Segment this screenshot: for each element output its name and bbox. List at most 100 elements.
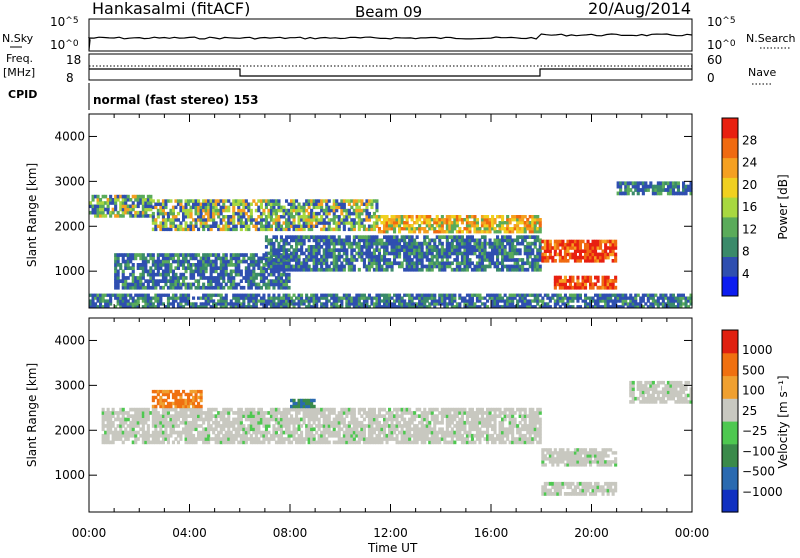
heatmap-cell	[416, 221, 419, 224]
heatmap-cell	[255, 218, 258, 222]
heatmap-cell	[571, 276, 574, 280]
heatmap-cell	[456, 224, 459, 227]
heatmap-cell	[242, 215, 245, 219]
heatmap-cell	[177, 257, 180, 261]
heatmap-cell	[182, 273, 185, 277]
heatmap-cell	[290, 414, 293, 418]
heatmap-cell	[624, 299, 627, 302]
heatmap-cell	[288, 218, 291, 222]
heatmap-cell	[288, 273, 291, 277]
heatmap-cell	[142, 195, 145, 199]
heatmap-cell	[237, 431, 240, 435]
heatmap-cell	[363, 261, 366, 265]
heatmap-cell	[187, 203, 190, 207]
heatmap-cell	[343, 203, 346, 207]
heatmap-cell	[436, 245, 439, 249]
heatmap-cell	[468, 230, 471, 233]
heatmap-cell	[235, 286, 238, 290]
heatmap-cell	[438, 239, 441, 243]
heatmap-cell	[230, 431, 233, 435]
heatmap-cell	[571, 279, 574, 283]
heatmap-cell	[323, 411, 326, 415]
heatmap-cell	[232, 215, 235, 219]
heatmap-cell	[192, 434, 195, 438]
heatmap-cell	[272, 424, 275, 428]
heatmap-cell	[579, 253, 582, 257]
heatmap-cell	[370, 245, 373, 249]
heatmap-cell	[398, 242, 401, 246]
heatmap-cell	[308, 265, 311, 269]
heatmap-cell	[298, 203, 301, 207]
heatmap-cell	[433, 294, 436, 297]
heatmap-cell	[328, 427, 331, 431]
heatmap-cell	[363, 258, 366, 262]
heatmap-cell	[509, 221, 512, 224]
colorbar-cell	[722, 158, 738, 178]
heatmap-cell	[441, 245, 444, 249]
heatmap-cell	[172, 212, 175, 216]
heatmap-cell	[345, 252, 348, 256]
heatmap-cell	[634, 299, 637, 302]
heatmap-cell	[365, 299, 368, 302]
heatmap-cell	[571, 299, 574, 302]
colorbar-cell	[722, 177, 738, 197]
heatmap-cell	[162, 209, 165, 213]
heatmap-cell	[107, 437, 110, 441]
heatmap-cell	[328, 299, 331, 302]
heatmap-cell	[109, 297, 112, 300]
heatmap-cell	[260, 203, 263, 207]
heatmap-cell	[202, 421, 205, 425]
heatmap-cell	[147, 408, 150, 412]
heatmap-cell	[506, 224, 509, 227]
heatmap-cell	[303, 242, 306, 246]
heatmap-cell	[295, 199, 298, 203]
heatmap-cell	[185, 206, 188, 210]
heatmap-cell	[343, 245, 346, 249]
heatmap-cell	[501, 261, 504, 265]
heatmap-cell	[147, 424, 150, 428]
heatmap-cell	[262, 297, 265, 300]
heatmap-cell	[174, 206, 177, 210]
heatmap-cell	[200, 408, 203, 412]
heatmap-cell	[340, 414, 343, 418]
heatmap-cell	[504, 248, 507, 252]
heatmap-cell	[177, 441, 180, 445]
heatmap-cell	[441, 224, 444, 227]
heatmap-cell	[632, 192, 635, 196]
heatmap-cell	[484, 248, 487, 252]
heatmap-cell	[549, 299, 552, 302]
heatmap-cell	[127, 437, 130, 441]
heatmap-cell	[200, 424, 203, 428]
colorbar-cell	[722, 197, 738, 217]
heatmap-cell	[333, 427, 336, 431]
heatmap-cell	[245, 441, 248, 445]
heatmap-cell	[250, 203, 253, 207]
heatmap-cell	[232, 206, 235, 210]
heatmap-cell	[561, 240, 564, 244]
heatmap-cell	[303, 252, 306, 256]
heatmap-cell	[190, 431, 193, 435]
cpid-label: CPID	[8, 88, 37, 101]
heatmap-cell	[252, 279, 255, 283]
heatmap-cell	[217, 215, 220, 219]
heatmap-cell	[363, 408, 366, 412]
heatmap-cell	[446, 239, 449, 243]
heatmap-cell	[195, 441, 198, 445]
heatmap-cell	[257, 283, 260, 287]
heatmap-cell	[629, 188, 632, 192]
heatmap-cell	[375, 203, 378, 207]
heatmap-cell	[323, 218, 326, 222]
freq-label-1: Freq.	[6, 52, 33, 65]
heatmap-cell	[383, 408, 386, 412]
heatmap-cell	[614, 240, 617, 244]
heatmap-cell	[288, 294, 291, 297]
noise-panel-frame	[89, 19, 692, 51]
heatmap-cell	[127, 418, 130, 422]
heatmap-cell	[164, 221, 167, 225]
heatmap-cell	[458, 265, 461, 269]
heatmap-cell	[252, 257, 255, 261]
heatmap-cell	[257, 209, 260, 213]
heatmap-cell	[252, 266, 255, 270]
heatmap-cell	[235, 437, 238, 441]
heatmap-cell	[401, 261, 404, 265]
